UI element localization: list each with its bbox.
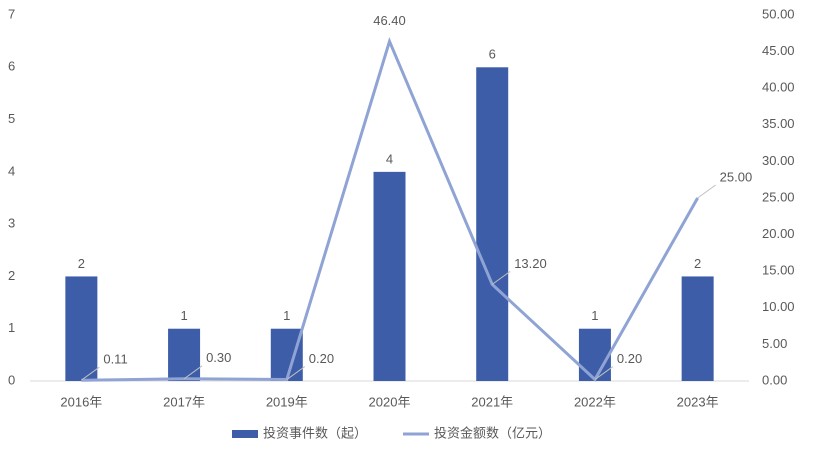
- y2-tick-label: 5.00: [762, 336, 787, 351]
- bar: [168, 328, 201, 381]
- bar: [65, 276, 98, 381]
- line-value-label: 13.20: [514, 256, 547, 271]
- y2-tick-label: 40.00: [762, 80, 795, 95]
- y2-tick-label: 50.00: [762, 6, 795, 21]
- x-tick-label: 2016年: [60, 394, 102, 409]
- x-tick-label: 2021年: [471, 394, 513, 409]
- bar: [681, 276, 714, 381]
- bar-value-label: 1: [180, 308, 187, 323]
- bar: [476, 67, 509, 382]
- x-tick-label: 2022年: [574, 394, 616, 409]
- y-tick-label: 2: [8, 268, 15, 283]
- bar-value-label: 6: [489, 47, 496, 62]
- y2-tick-label: 15.00: [762, 263, 795, 278]
- y2-tick-label: 25.00: [762, 189, 795, 204]
- y2-tick-label: 30.00: [762, 153, 795, 168]
- leader-line: [286, 366, 306, 380]
- bar: [578, 328, 611, 381]
- x-tick-label: 2019年: [266, 394, 308, 409]
- x-tick-label: 2017年: [163, 394, 205, 409]
- y2-tick-label: 20.00: [762, 226, 795, 241]
- legend-swatch: [232, 430, 258, 438]
- bar-value-label: 1: [283, 308, 290, 323]
- y2-tick-label: 35.00: [762, 116, 795, 131]
- y-tick-label: 6: [8, 59, 15, 74]
- bar-value-label: 2: [78, 256, 85, 271]
- bar: [270, 328, 303, 381]
- leader-line: [491, 270, 511, 285]
- y-tick-label: 1: [8, 320, 15, 335]
- line-value-label: 0.20: [617, 351, 642, 366]
- y-tick-label: 4: [8, 163, 15, 178]
- line-value-label: 0.11: [103, 352, 127, 367]
- bar: [373, 171, 406, 381]
- y-tick-label: 7: [8, 6, 15, 21]
- y-tick-label: 3: [8, 216, 15, 231]
- y2-tick-label: 0.00: [762, 372, 787, 387]
- leader-line: [594, 366, 614, 380]
- leader-line: [697, 184, 716, 199]
- leader-line: [81, 366, 100, 381]
- legend-label: 投资金额数（亿元）: [434, 425, 551, 440]
- y2-tick-label: 45.00: [762, 43, 795, 58]
- y2-tick-label: 10.00: [762, 299, 795, 314]
- legend-label: 投资事件数（起）: [263, 425, 367, 440]
- line-value-label: 0.20: [309, 351, 334, 366]
- leader-line: [183, 365, 203, 380]
- y-tick-label: 5: [8, 111, 15, 126]
- bar-value-label: 1: [591, 308, 598, 323]
- bar-value-label: 4: [386, 151, 393, 166]
- line-value-label: 25.00: [720, 169, 753, 184]
- x-tick-label: 2023年: [677, 394, 719, 409]
- y-tick-label: 0: [8, 372, 15, 387]
- x-tick-label: 2020年: [369, 394, 411, 409]
- line-value-label: 46.40: [373, 13, 406, 28]
- line-value-label: 0.30: [206, 350, 231, 365]
- bar-value-label: 2: [694, 256, 701, 271]
